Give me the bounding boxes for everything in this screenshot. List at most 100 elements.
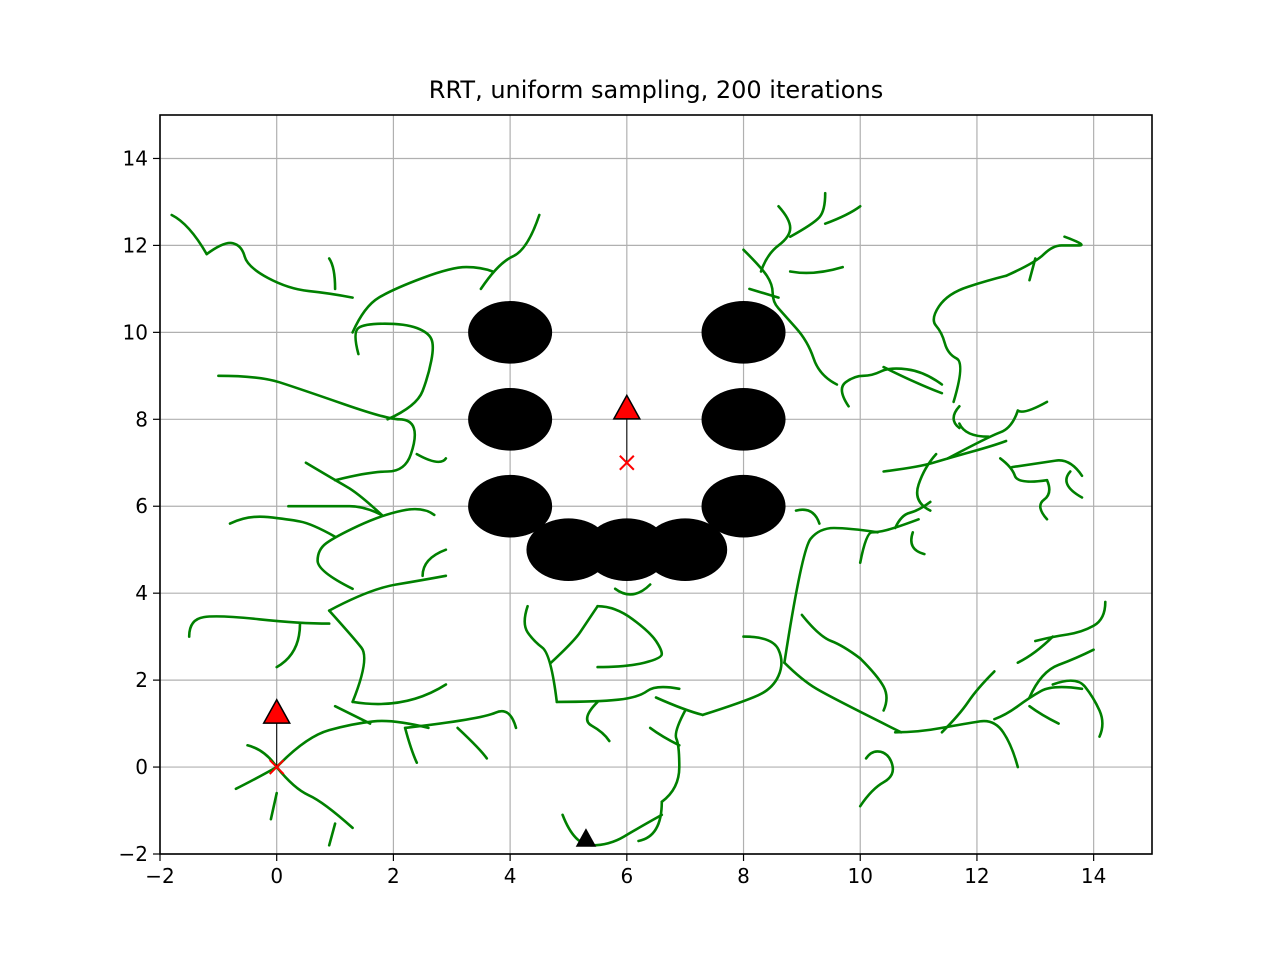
x-tick-label: 14 — [1081, 864, 1106, 888]
tree-edge — [882, 365, 944, 395]
grid — [159, 115, 1152, 855]
x-tick-label: 10 — [848, 864, 873, 888]
tree-edge — [275, 765, 354, 830]
y-tick-label: 6 — [135, 494, 148, 518]
tree-edge — [783, 661, 903, 734]
tree-edge — [910, 531, 926, 556]
tree-edge — [327, 257, 337, 291]
obstacle-circle — [701, 387, 786, 451]
tree-edge — [585, 700, 611, 743]
tree-edge — [999, 457, 1049, 483]
y-tick-label: 2 — [135, 668, 148, 692]
tree-edge — [1034, 600, 1107, 643]
tree-edge — [1016, 400, 1049, 413]
obstacle-circle — [643, 518, 728, 582]
tree-edge — [269, 791, 278, 821]
tree-edge — [327, 609, 366, 704]
tree-edge — [893, 719, 1020, 769]
tree-edge — [940, 670, 996, 734]
goal-heading-marker — [612, 393, 642, 420]
tree-edge — [1028, 648, 1095, 699]
tree-edge — [958, 422, 990, 438]
tree-edge — [456, 726, 489, 760]
tree-edge — [327, 574, 448, 612]
tree-edge — [555, 685, 681, 704]
y-tick-label: −2 — [119, 842, 148, 866]
tree-edge — [613, 583, 652, 596]
obstacles — [468, 301, 786, 582]
tree-edge — [783, 526, 879, 664]
y-tick-label: 14 — [123, 146, 148, 170]
y-tick-label: 12 — [123, 233, 148, 257]
tree-edge — [170, 213, 208, 256]
y-tick-label: 10 — [123, 320, 148, 344]
tree-edge — [1010, 459, 1084, 478]
x-tick-label: 2 — [387, 864, 400, 888]
tree-edge — [421, 548, 448, 578]
y-tick-label: 4 — [135, 581, 148, 605]
tree-edge — [858, 657, 888, 712]
plot-frame — [159, 114, 1153, 855]
tree-edge — [1028, 257, 1037, 282]
tree-edge — [993, 685, 1084, 721]
start-heading-marker — [262, 698, 291, 724]
tree-edge — [742, 248, 839, 386]
tree-edge — [549, 604, 599, 664]
tree-edge — [351, 683, 448, 706]
tree-edge — [354, 322, 435, 421]
tree-edge — [794, 508, 821, 525]
tree-edge — [327, 822, 337, 847]
tree-edge — [952, 405, 961, 430]
tree-edge — [1016, 635, 1055, 664]
obstacle-circle — [468, 474, 553, 538]
tree-edge — [275, 719, 430, 769]
tree-edge — [316, 507, 436, 591]
y-tick-label: 8 — [135, 407, 148, 431]
tree-edge — [788, 265, 844, 275]
tree-edge — [788, 191, 827, 238]
tree-edge — [217, 374, 417, 482]
tree-edge — [403, 726, 419, 764]
tree-edge — [403, 709, 518, 730]
obstacle-circle — [701, 474, 786, 538]
tree-edge — [654, 696, 704, 717]
sample-marker — [575, 828, 597, 847]
tree-edge — [637, 800, 664, 843]
tree-edge — [275, 622, 302, 669]
tree-edge — [858, 518, 920, 564]
obstacle-circle — [701, 301, 786, 364]
tree-edge — [946, 409, 1020, 460]
markers — [262, 393, 642, 847]
x-tick-label: 8 — [737, 864, 750, 888]
tree-edge — [351, 265, 494, 334]
tree-edge — [287, 504, 383, 517]
tree-edge — [800, 613, 862, 660]
x-tick-label: 0 — [270, 864, 283, 888]
x-tick-label: 6 — [620, 864, 633, 888]
obstacle-circle — [468, 301, 553, 364]
tree-edge — [234, 765, 278, 791]
tree-edge — [748, 287, 780, 299]
obstacle-circle — [584, 518, 669, 582]
tree-edge — [205, 241, 354, 299]
x-tick-label: 4 — [504, 864, 517, 888]
tree-edge — [648, 726, 681, 747]
tree-edge — [596, 604, 664, 669]
tree-edge — [882, 439, 1008, 473]
tree-edge — [701, 635, 783, 717]
tree-edge — [759, 205, 792, 273]
axis-ticks: −2 0 2 4 6 8 10 12 14 −2 0 2 4 6 8 10 12 14 — [119, 146, 1107, 888]
tree-edge — [479, 213, 541, 291]
tree-edge — [932, 274, 1008, 404]
start-point-marker — [268, 759, 285, 775]
y-tick-label: 0 — [135, 755, 148, 779]
tree-edge — [1004, 235, 1083, 278]
tree-edge — [561, 813, 664, 847]
tree-edge — [915, 452, 938, 512]
goal-point-marker — [619, 455, 635, 471]
tree-edge — [187, 615, 331, 638]
tree-edge — [415, 452, 448, 464]
tree-edge — [228, 515, 337, 538]
tree-edge — [304, 461, 383, 517]
